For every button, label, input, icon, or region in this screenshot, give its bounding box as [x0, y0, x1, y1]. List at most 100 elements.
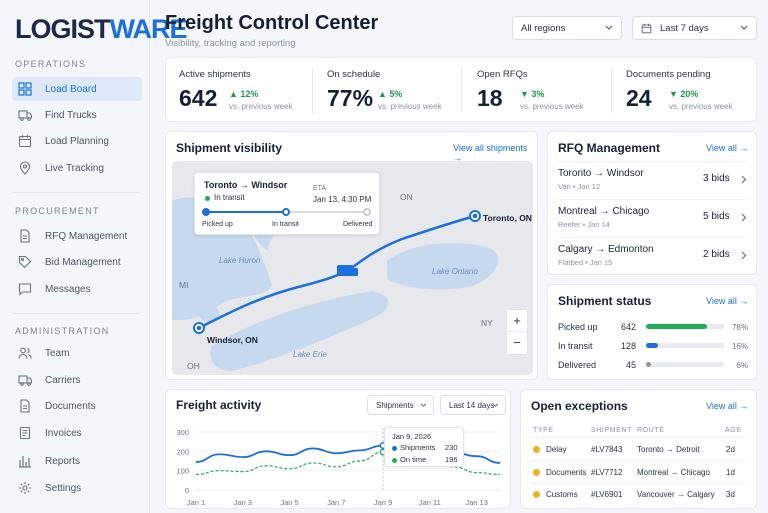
rfq-meta: Reefer • Jan 14 — [558, 220, 610, 229]
rfq-row[interactable]: Calgary → Edmonton Flatbed • Jan 15 2 bi… — [548, 238, 758, 275]
sidebar-item-rfq-management[interactable]: RFQ Management — [12, 224, 142, 248]
range-select[interactable]: Last 14 days — [440, 395, 506, 415]
tooltip-value: 230 — [445, 443, 458, 452]
chevron-down-icon — [492, 403, 499, 408]
sidebar-item-settings[interactable]: Settings — [12, 476, 142, 500]
kpi-label: On schedule — [327, 69, 381, 80]
sidebar-item-load-planning[interactable]: Load Planning — [12, 129, 142, 153]
sidebar-item-team[interactable]: Team — [12, 341, 142, 365]
divider — [531, 437, 746, 438]
step-marker — [363, 208, 371, 216]
y-tick-label: 200 — [176, 447, 189, 456]
chart-tooltip: Jan 9, 2026 Shipments 230 On time 196 — [384, 427, 464, 467]
sidebar-item-load-board[interactable]: Load Board — [12, 77, 142, 101]
chevron-down-icon — [740, 25, 748, 30]
users-icon — [18, 347, 32, 359]
map[interactable]: ON MI NY OH Lake Huron Lake Ontario Lake… — [172, 161, 533, 375]
exceptions-view-all-link[interactable]: View all → — [706, 401, 749, 411]
kpi-delta: ▼ 20% — [669, 89, 699, 99]
sidebar-item-label: Documents — [45, 400, 96, 412]
exception-route: Vancouver → Calgary — [637, 490, 715, 499]
lake-ontario-label: Lake Ontario — [432, 267, 478, 276]
rfq-view-all-link[interactable]: View all → — [706, 143, 749, 153]
warning-dot — [533, 491, 540, 498]
eta-label: ETA — [313, 185, 327, 192]
zoom-in-button[interactable]: + — [507, 310, 527, 332]
step-label: In transit — [272, 221, 299, 228]
sidebar-item-live-tracking[interactable]: Live Tracking — [12, 156, 142, 180]
chevron-right-icon — [741, 251, 747, 260]
sidebar-item-reports[interactable]: Reports — [12, 449, 142, 473]
kpi-delta: ▲ 12% — [229, 89, 259, 99]
status-percent: 16% — [731, 342, 748, 351]
table-row[interactable]: Customs #LV6901 Vancouver → Calgary 3d — [521, 484, 758, 506]
sidebar-item-label: Find Trucks — [45, 109, 97, 121]
view-all-shipments-link[interactable]: View all shipments → — [453, 143, 528, 163]
card-title: Shipment status — [558, 294, 652, 308]
table-row[interactable]: Documents #LV7712 Montreal → Chicago 1d — [521, 461, 758, 483]
sidebar-item-documents[interactable]: Documents — [12, 394, 142, 418]
exception-type: Documents — [546, 468, 587, 477]
rfq-row[interactable]: Montreal → Chicago Reefer • Jan 14 5 bid… — [548, 200, 758, 237]
rfq-route: Montreal → Chicago — [558, 206, 650, 217]
date-range-select[interactable]: Last 7 days — [632, 16, 757, 40]
card-title: Freight activity — [176, 398, 262, 412]
divider — [531, 483, 746, 484]
chevron-right-icon — [741, 175, 747, 184]
sidebar-item-label: Load Board — [45, 83, 97, 95]
status-bar-fill — [646, 324, 707, 329]
shipment-popup[interactable]: Toronto → Windsor In transit ETA Jan 13,… — [194, 172, 380, 235]
sidebar-item-find-trucks[interactable]: Find Trucks — [12, 103, 142, 127]
table-row[interactable]: Delay #LV7843 Toronto → Detroit 2d — [521, 438, 758, 460]
rfq-route: Toronto → Windsor — [558, 168, 644, 179]
card-title: Shipment visibility — [176, 141, 283, 155]
x-tick-label: Jan 9 — [374, 498, 392, 507]
sidebar-item-invoices[interactable]: Invoices — [12, 421, 142, 445]
y-tick-label: 0 — [185, 486, 189, 495]
exception-type: Delay — [546, 445, 567, 454]
toronto-marker-dot — [472, 213, 478, 219]
chevron-right-icon — [741, 213, 747, 222]
x-tick-label: Jan 3 — [234, 498, 252, 507]
metric-select-value: Shipments — [376, 400, 414, 410]
zoom-out-button[interactable]: − — [513, 335, 521, 350]
status-percent: 78% — [731, 323, 748, 332]
exception-type: Customs — [546, 490, 578, 499]
metric-select[interactable]: Shipments — [367, 395, 434, 415]
rfq-meta: Flatbed • Jan 15 — [558, 258, 613, 267]
kpi-value: 18 — [477, 85, 503, 111]
column-header: TYPE — [533, 427, 554, 434]
sidebar-item-messages[interactable]: Messages — [12, 277, 142, 301]
document-icon — [20, 399, 30, 413]
status-bar — [646, 343, 724, 348]
range-select-value: Last 14 days — [449, 400, 495, 410]
divider — [611, 68, 612, 113]
rfq-row[interactable]: Toronto → Windsor Van • Jan 12 3 bids — [548, 162, 758, 199]
divider — [12, 192, 140, 193]
rfq-management-card: RFQ Management View all → Toronto → Wind… — [547, 131, 757, 275]
sidebar-item-carriers[interactable]: Carriers — [12, 368, 142, 392]
x-tick-label: Jan 7 — [327, 498, 345, 507]
kpi-label: Open RFQs — [477, 69, 528, 80]
lake-huron-label: Lake Huron — [219, 256, 261, 265]
sidebar-item-label: Invoices — [45, 427, 82, 439]
popup-status: In transit — [214, 193, 245, 202]
status-percent: 6% — [736, 361, 748, 370]
sidebar-item-bid-management[interactable]: Bid Management — [12, 250, 142, 274]
card-title: RFQ Management — [558, 141, 661, 155]
step-marker — [282, 208, 290, 216]
chevron-down-icon — [420, 403, 427, 408]
tooltip-date: Jan 9, 2026 — [392, 432, 432, 441]
status-view-all-link[interactable]: View all → — [706, 296, 749, 306]
freight-activity-card: Freight activity Shipments Last 14 days … — [165, 389, 511, 509]
toronto-label: Toronto, ON — [483, 213, 532, 223]
status-label: Delivered — [558, 360, 597, 370]
region-select[interactable]: All regions — [512, 16, 622, 40]
x-tick-label: Jan 1 — [187, 498, 205, 507]
windsor-label: Windsor, ON — [207, 335, 258, 345]
status-count: 128 — [620, 341, 636, 351]
sidebar-item-label: Messages — [45, 283, 91, 295]
exception-shipment: #LV7712 — [591, 468, 623, 477]
zoom-controls: + − — [506, 309, 528, 355]
step-label: Picked up — [202, 221, 233, 228]
